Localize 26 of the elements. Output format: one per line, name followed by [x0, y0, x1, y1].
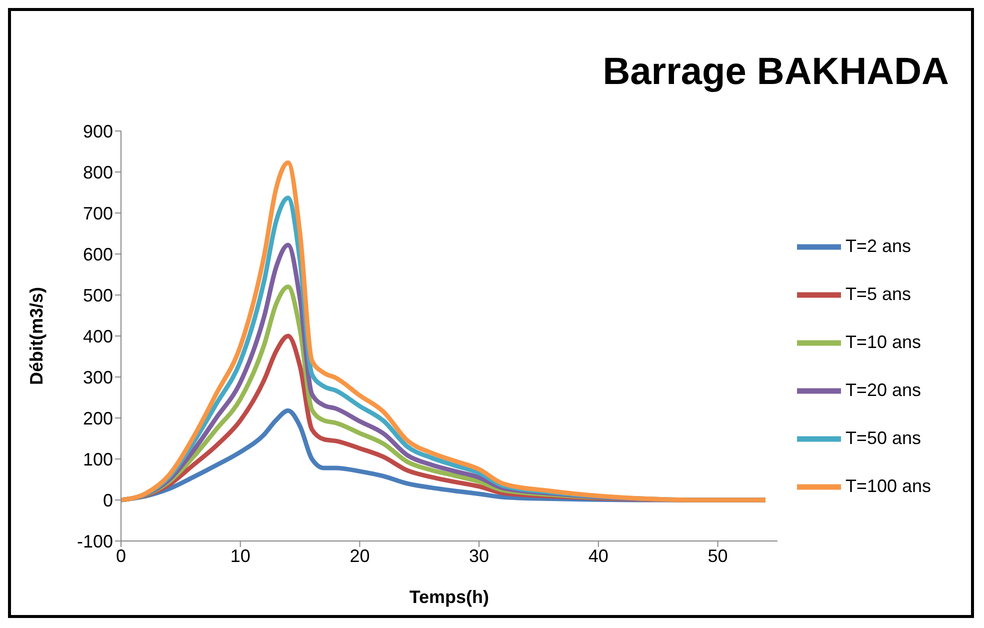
- legend-label: T=5 ans: [845, 284, 911, 304]
- y-tick-label: 400: [82, 326, 113, 346]
- y-tick-label: 300: [82, 367, 113, 388]
- x-axis-title: Temps(h): [409, 587, 490, 607]
- y-tick-label: -100: [76, 531, 113, 552]
- y-tick-label: 100: [82, 449, 113, 470]
- x-tick-label: 20: [350, 546, 370, 566]
- legend-label: T=100 ans: [845, 476, 931, 496]
- y-axis-title: Débit(m3/s): [26, 286, 46, 386]
- x-tick-label: 10: [230, 546, 250, 566]
- legend-label: T=20 ans: [845, 380, 921, 400]
- y-tick-label: 500: [82, 285, 113, 306]
- x-tick-label: 50: [708, 546, 728, 566]
- y-tick-label: 800: [82, 162, 113, 182]
- y-tick-label: 700: [82, 203, 113, 224]
- y-tick-label: 600: [82, 244, 113, 264]
- chart-title: Barrage BAKHADA: [602, 51, 949, 94]
- y-tick-label: 200: [82, 408, 113, 428]
- legend-label: T=10 ans: [845, 332, 921, 352]
- x-tick-label: 0: [116, 546, 126, 566]
- y-tick-label: 0: [102, 490, 113, 510]
- x-tick-label: 30: [469, 546, 490, 566]
- x-tick-label: 40: [588, 546, 608, 566]
- legend-label: T=2 ans: [845, 236, 911, 256]
- y-tick-label: 900: [82, 121, 113, 142]
- legend-label: T=50 ans: [845, 428, 921, 448]
